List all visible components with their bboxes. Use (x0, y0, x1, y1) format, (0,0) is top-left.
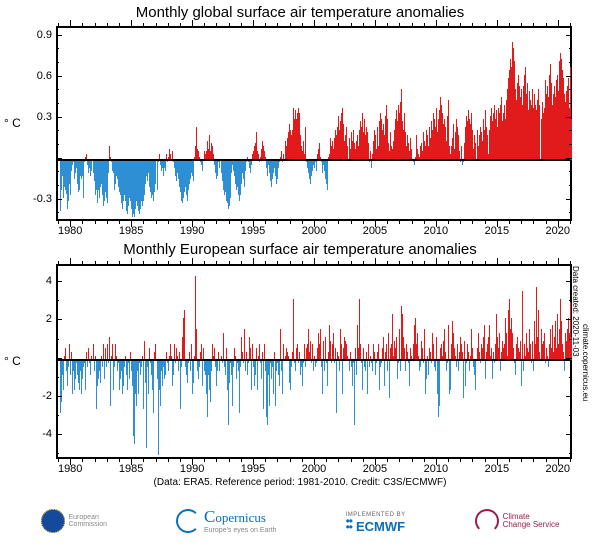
bars-europe (58, 266, 570, 457)
chart-title-europe: Monthly European surface air temperature… (0, 241, 600, 258)
bars-global (58, 28, 570, 219)
chart-title-global: Monthly global surface air temperature a… (0, 4, 600, 21)
ccs-text: ClimateChange Service (503, 513, 560, 529)
plot-area-global (56, 26, 572, 221)
ytick-label: 0.9 (22, 29, 52, 41)
xtick-label: 1980 (58, 463, 82, 475)
ytick-label: -2 (22, 390, 52, 402)
side-text-date: Data created: 2020-11-03 (571, 266, 580, 357)
xtick-label: 2020 (546, 225, 570, 237)
eu-flag-icon (41, 509, 65, 533)
credit-line: (Data: ERA5. Reference period: 1981-2010… (0, 477, 600, 488)
xtick-label: 1980 (58, 225, 82, 237)
logo-ecmwf: IMPLEMENTED BY ••••ECMWF (346, 509, 406, 533)
xtick-label: 2015 (485, 225, 509, 237)
ytick-label: 4 (22, 275, 52, 287)
xtick-label: 1985 (119, 225, 143, 237)
copernicus-text: Copernicus Europe's eyes on Earth (204, 508, 277, 534)
ytick-label: 0.3 (22, 111, 52, 123)
plot-area-europe (56, 264, 572, 459)
xtick-label: 1995 (241, 463, 265, 475)
xtick-label: 2005 (363, 463, 387, 475)
xtick-label: 1995 (241, 225, 265, 237)
xtick-label: 1990 (180, 463, 204, 475)
ccs-icon (475, 509, 499, 533)
xtick-label: 1990 (180, 225, 204, 237)
xtick-label: 2000 (302, 463, 326, 475)
xtick-label: 2020 (546, 463, 570, 475)
ytick-label: -0.3 (22, 193, 52, 205)
logo-climate-change-service: ClimateChange Service (475, 509, 560, 533)
logo-european-commission: EuropeanCommission (41, 509, 108, 533)
side-text-url: climate.copernicus.eu (581, 324, 590, 401)
footer-logos: EuropeanCommission Copernicus Europe's e… (0, 500, 600, 542)
ytick-label: 2 (22, 313, 52, 325)
yaxis-label-global: ° C (4, 116, 21, 130)
xtick-label: 1985 (119, 463, 143, 475)
ecmwf-text: IMPLEMENTED BY ••••ECMWF (346, 509, 406, 533)
figure-wrap: { "chart_width": 600, "chart_height": 54… (0, 0, 600, 546)
xtick-label: 2010 (424, 225, 448, 237)
logo-copernicus: Copernicus Europe's eyes on Earth (176, 508, 277, 534)
ec-text: EuropeanCommission (69, 514, 108, 528)
xtick-label: 2000 (302, 225, 326, 237)
xtick-label: 2015 (485, 463, 509, 475)
yaxis-label-europe: ° C (4, 354, 21, 368)
ecmwf-icon: •••• (346, 518, 352, 530)
ytick-label: 0.6 (22, 70, 52, 82)
ytick-label: -4 (22, 428, 52, 440)
copernicus-icon (176, 509, 200, 533)
xtick-label: 2005 (363, 225, 387, 237)
xtick-label: 2010 (424, 463, 448, 475)
